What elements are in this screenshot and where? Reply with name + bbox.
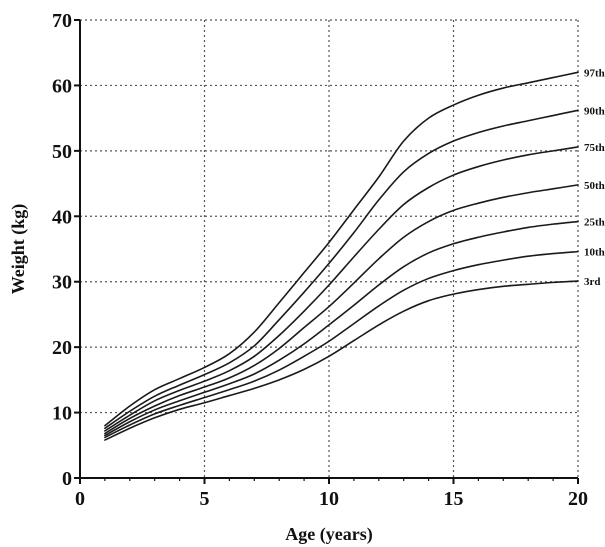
y-tick-label: 30: [52, 272, 72, 294]
x-axis-title: Age (years): [285, 524, 372, 545]
y-tick-label: 50: [52, 141, 72, 163]
y-tick-label: 70: [52, 10, 72, 32]
series-line-97th: [104, 71, 579, 427]
x-tick-label: 15: [444, 488, 464, 510]
y-tick-label: 20: [52, 337, 72, 359]
series-line-25th: [104, 220, 579, 437]
series-lines: [104, 71, 579, 441]
y-tick-label: 0: [62, 468, 72, 490]
gridlines: [80, 19, 579, 478]
x-tick-label: 5: [200, 488, 210, 510]
y-ticks: 0 10 20 30 40 50 60 70: [52, 10, 80, 490]
x-tick-label: 20: [568, 488, 588, 510]
series-labels: 97th 90th 75th 50th 25th 10th 3rd: [584, 67, 605, 288]
series-label-90th: 90th: [584, 105, 605, 117]
series-line-90th: [104, 109, 579, 430]
series-label-3rd: 3rd: [584, 276, 601, 288]
series-label-50th: 50th: [584, 180, 605, 192]
series-label-97th: 97th: [584, 67, 605, 79]
y-tick-label: 60: [52, 75, 72, 97]
x-tick-label: 10: [319, 488, 339, 510]
x-tick-label: 0: [75, 488, 85, 510]
series-line-75th: [104, 146, 579, 432]
x-ticks: 0 5 10 15 20: [75, 478, 588, 510]
y-axis-title: Weight (kg): [8, 204, 29, 295]
series-label-10th: 10th: [584, 247, 605, 259]
series-line-50th: [104, 184, 579, 435]
series-label-75th: 75th: [584, 142, 605, 154]
series-line-10th: [104, 250, 579, 439]
series-label-25th: 25th: [584, 217, 605, 229]
y-tick-label: 40: [52, 206, 72, 228]
series-line-3rd: [104, 280, 579, 441]
y-tick-label: 10: [52, 403, 72, 425]
